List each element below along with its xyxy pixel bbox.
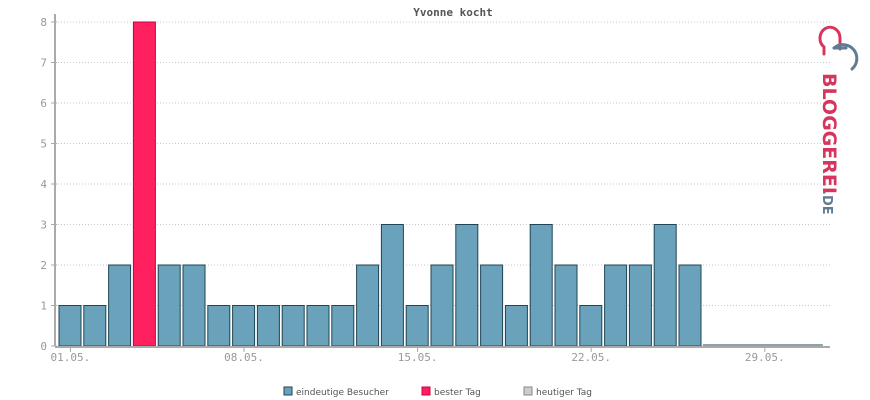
bar: [281, 305, 305, 347]
y-tick-label: 2: [40, 259, 47, 272]
bar: [628, 264, 652, 347]
bar: [455, 224, 479, 347]
bar: [380, 224, 404, 347]
y-tick-label: 5: [40, 138, 47, 151]
bar: [232, 305, 256, 347]
bar: [653, 224, 677, 347]
x-tick-label: 08.05.: [224, 351, 264, 364]
x-tick-label: 01.05.: [51, 351, 91, 364]
bar: [157, 264, 181, 347]
bar: [108, 264, 132, 347]
grid-lines: [58, 21, 830, 306]
x-tick-label: 15.05.: [398, 351, 438, 364]
chart-title: Yvonne kocht: [413, 6, 492, 19]
x-tick-label: 22.05.: [571, 351, 611, 364]
bar: [405, 305, 429, 347]
bloggerei-logo: BLOGGEREI .DE: [818, 25, 859, 215]
bar: [58, 305, 82, 347]
bar: [604, 264, 628, 347]
y-tick-label: 1: [40, 300, 47, 313]
bar: [430, 264, 454, 347]
bar: [579, 305, 603, 347]
x-tick-labels: 01.05. 08.05. 15.05. 22.05. 29.05.: [51, 351, 785, 364]
y-tick-label: 0: [40, 340, 47, 353]
logo-text-main: BLOGGEREI: [818, 73, 840, 194]
axes: [51, 14, 830, 352]
bar: [207, 305, 231, 347]
bar: [504, 305, 528, 347]
bar: [256, 305, 280, 347]
x-tick-label: 29.05.: [745, 351, 785, 364]
legend-label: bester Tag: [434, 388, 481, 398]
y-tick-labels: 0 1 2 3 4 5 6 7 8: [40, 16, 47, 353]
y-tick-label: 8: [40, 16, 47, 29]
bar: [331, 305, 355, 347]
legend-label: eindeutige Besucher: [296, 388, 389, 398]
y-tick-label: 6: [40, 97, 47, 110]
bar: [554, 264, 578, 347]
bar-best-day: [132, 21, 156, 347]
bar: [182, 264, 206, 347]
logo-icon: [818, 25, 859, 71]
bars: [58, 21, 823, 347]
bar: [678, 264, 702, 347]
y-tick-label: 7: [40, 57, 47, 70]
legend-swatch: [421, 386, 431, 396]
y-tick-label: 3: [40, 219, 47, 232]
legend: eindeutige Besucher bester Tag heutiger Ta…: [283, 386, 592, 398]
legend-label: heutiger Tag: [536, 388, 592, 398]
bar: [83, 305, 107, 347]
legend-swatch: [523, 386, 533, 396]
bar: [356, 264, 380, 347]
bar: [306, 305, 330, 347]
legend-swatch: [283, 386, 293, 396]
y-tick-label: 4: [40, 178, 47, 191]
bar: [480, 264, 504, 347]
logo-text-suffix: .DE: [819, 190, 834, 215]
bar: [529, 224, 553, 347]
